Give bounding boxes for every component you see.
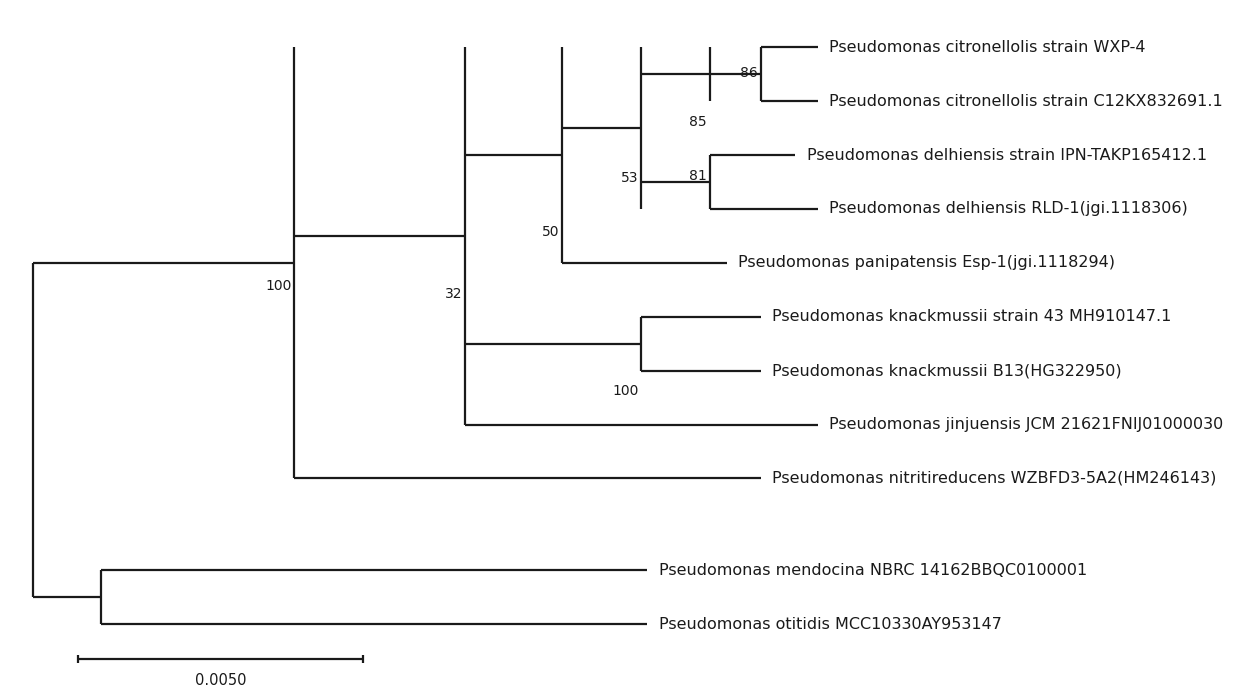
Text: Pseudomonas citronellolis strain WXP-4: Pseudomonas citronellolis strain WXP-4 xyxy=(830,40,1146,55)
Text: 0.0050: 0.0050 xyxy=(195,672,247,688)
Text: 100: 100 xyxy=(613,384,639,398)
Text: Pseudomonas jinjuensis JCM 21621FNIJ01000030: Pseudomonas jinjuensis JCM 21621FNIJ0100… xyxy=(830,417,1224,432)
Text: Pseudomonas citronellolis strain C12KX832691.1: Pseudomonas citronellolis strain C12KX83… xyxy=(830,94,1223,109)
Text: 86: 86 xyxy=(740,66,758,80)
Text: 32: 32 xyxy=(445,287,463,301)
Text: Pseudomonas nitritireducens WZBFD3-5A2(HM246143): Pseudomonas nitritireducens WZBFD3-5A2(H… xyxy=(773,471,1216,486)
Text: 85: 85 xyxy=(689,115,707,128)
Text: Pseudomonas knackmussii strain 43 MH910147.1: Pseudomonas knackmussii strain 43 MH9101… xyxy=(773,310,1172,324)
Text: Pseudomonas otitidis MCC10330AY953147: Pseudomonas otitidis MCC10330AY953147 xyxy=(658,616,1002,632)
Text: Pseudomonas panipatensis Esp-1(jgi.1118294): Pseudomonas panipatensis Esp-1(jgi.11182… xyxy=(738,255,1115,271)
Text: Pseudomonas knackmussii B13(HG322950): Pseudomonas knackmussii B13(HG322950) xyxy=(773,363,1122,378)
Text: 81: 81 xyxy=(689,169,707,183)
Text: 53: 53 xyxy=(621,171,639,185)
Text: 50: 50 xyxy=(542,225,559,239)
Text: Pseudomonas delhiensis strain IPN-TAKP165412.1: Pseudomonas delhiensis strain IPN-TAKP16… xyxy=(806,148,1207,162)
Text: Pseudomonas mendocina NBRC 14162BBQC0100001: Pseudomonas mendocina NBRC 14162BBQC0100… xyxy=(658,563,1086,577)
Text: Pseudomonas delhiensis RLD-1(jgi.1118306): Pseudomonas delhiensis RLD-1(jgi.1118306… xyxy=(830,201,1188,217)
Text: 100: 100 xyxy=(265,279,291,293)
